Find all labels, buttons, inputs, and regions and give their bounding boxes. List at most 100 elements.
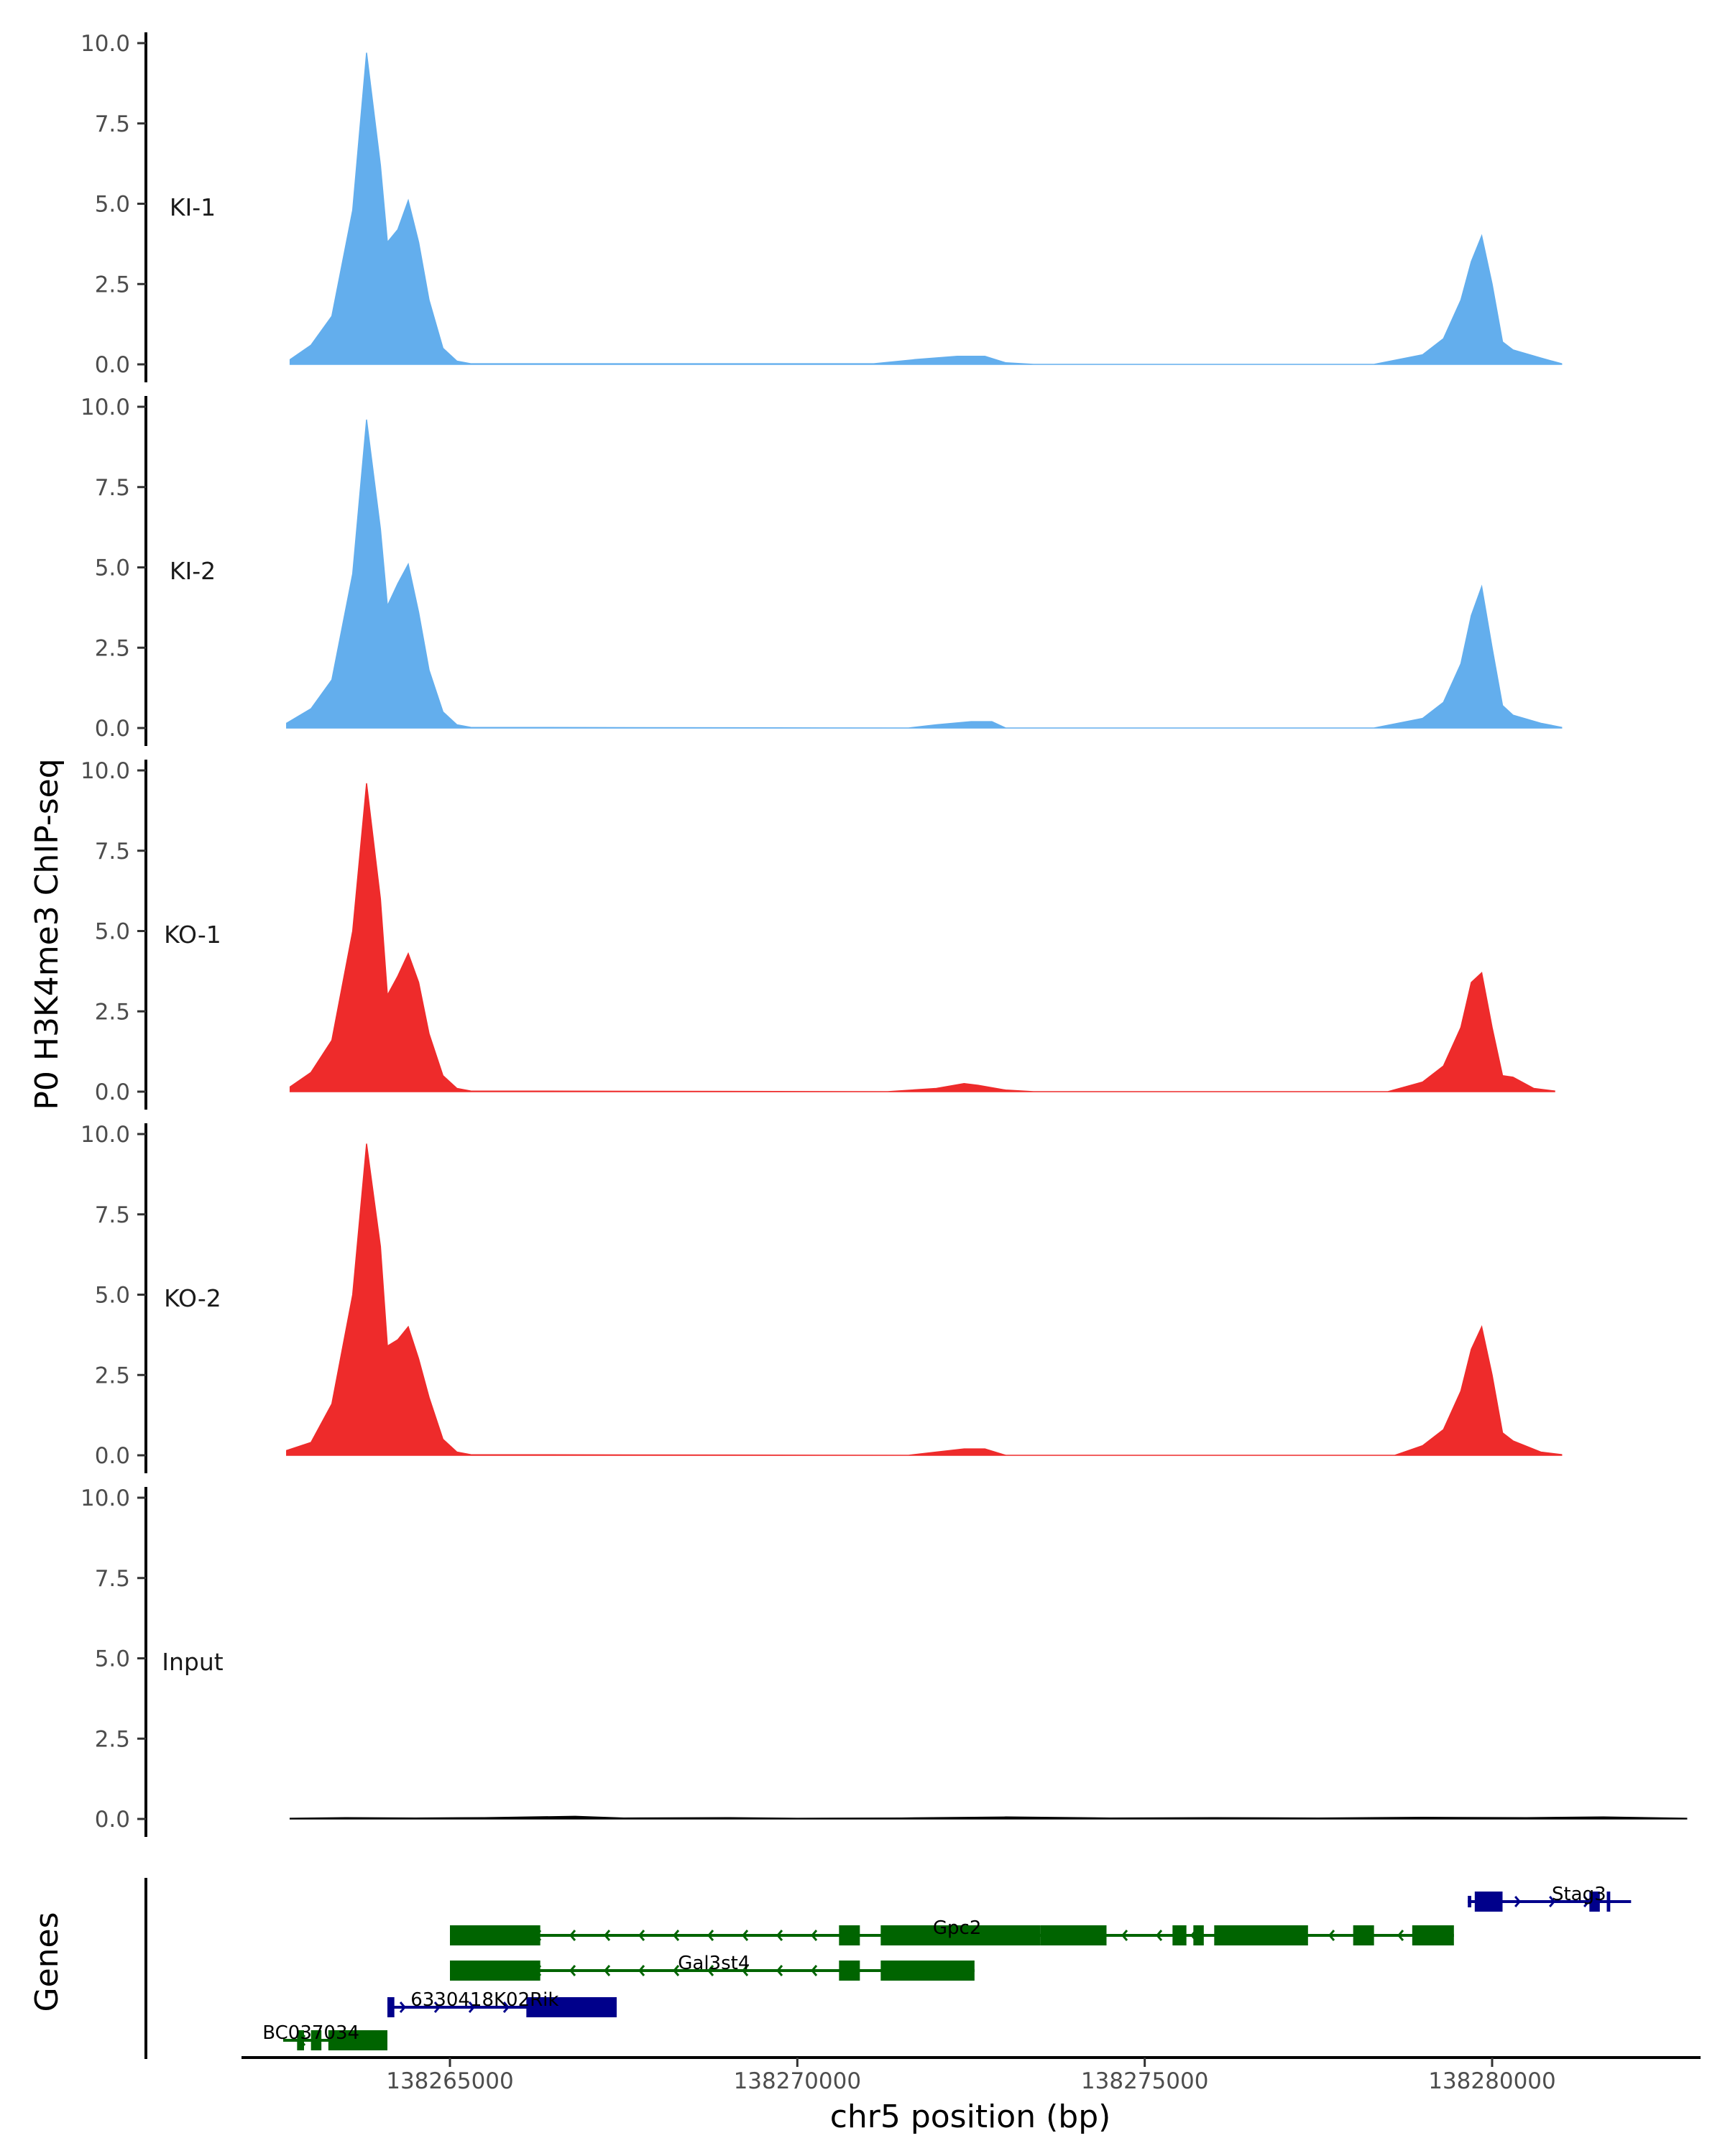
signal-area-input [289,1815,1688,1820]
y-tick-label: 0.0 [95,1443,130,1469]
exon-block [880,1925,1041,1945]
strand-arrow [742,1965,749,1976]
strand-arrow [707,1965,714,1976]
exon-block [1474,1892,1503,1912]
y-tick-label: 2.5 [95,999,130,1025]
strand-arrow [638,1930,645,1941]
y-tick-label: 7.5 [95,111,130,137]
y-tick-label: 7.5 [95,475,130,501]
gene-stag3: Stag3 [1468,1884,1632,1912]
strand-arrow [433,2001,441,2013]
strand-arrow [1328,1930,1335,1941]
exon-block [1353,1925,1374,1945]
strand-arrow [569,1965,576,1976]
exon-block [839,1961,860,1981]
exon-block [1193,1925,1204,1945]
strand-arrow [1397,1930,1404,1941]
y-tick-label: 2.5 [95,272,130,298]
exon-block [450,1961,540,1981]
exon-block [1040,1925,1107,1945]
track-ko-1: 0.0 2.5 5.0 7.5 10.0 KO-1 [80,758,1555,1110]
exon-block [880,1961,975,1981]
y-tick-label: 5.0 [95,1646,130,1672]
strand-arrow [776,1965,783,1976]
strand-arrow [742,1930,749,1941]
y-tick-label: 0.0 [95,1079,130,1105]
exon-block [1412,1925,1454,1945]
y-tick-label: 7.5 [95,839,130,865]
y-tick-label: 7.5 [95,1202,130,1228]
y-tick-label: 0.0 [95,1807,130,1833]
genes-axis-title: Genes [29,1912,65,2012]
track-input: 0.0 2.5 5.0 7.5 10.0 Input [80,1485,1688,1837]
exon-block [387,1997,395,2017]
y-tick-label: 2.5 [95,1726,130,1752]
exon-block [310,2030,322,2050]
y-tick-label: 10.0 [80,1485,130,1511]
exon-block [450,1925,540,1945]
signal-tracks: 0.0 2.5 5.0 7.5 10.0 KI-1 0.0 2.5 5.0 7.5 10.0 KI-2… [80,31,1688,1837]
signal-area-ko-2 [286,1143,1563,1456]
strand-arrow [1514,1896,1522,1907]
strand-arrow [604,1965,611,1976]
strand-arrow [811,1930,818,1941]
y-tick-label: 2.5 [95,635,130,661]
strand-arrow [399,2001,406,2013]
track-label: KO-1 [164,921,221,949]
track-ki-1: 0.0 2.5 5.0 7.5 10.0 KI-1 [80,31,1563,382]
exon-block [297,2030,304,2050]
y-tick-label: 10.0 [80,758,130,784]
strand-arrow [673,1930,680,1941]
gene-label: 6330418K02Rik [410,1989,558,2011]
track-ko-2: 0.0 2.5 5.0 7.5 10.0 KO-2 [80,1122,1563,1473]
gene-gpc2: Gpc2 [450,1917,1454,1945]
exon-block [1172,1925,1187,1945]
y-tick-label: 10.0 [80,31,130,57]
y-tick-label: 0.0 [95,716,130,742]
strand-arrow [1156,1930,1163,1941]
gene-label: Gpc2 [933,1917,982,1939]
strand-arrow [638,1965,645,1976]
y-tick-label: 10.0 [80,395,130,420]
strand-arrow [811,1965,818,1976]
strand-arrow [707,1930,714,1941]
y-tick-label: 7.5 [95,1566,130,1592]
exon-block [1214,1925,1263,1945]
strand-arrow [502,2001,510,2013]
strand-arrow [1583,1896,1591,1907]
y-tick-label: 5.0 [95,556,130,581]
strand-arrow [673,1965,680,1976]
x-axis-title: chr5 position (bp) [830,2099,1111,2135]
exon-block [1606,1892,1611,1912]
track-label: KI-1 [170,193,216,221]
strand-arrow [569,1930,576,1941]
exon-block [839,1925,860,1945]
gene-6330418k02rik: 6330418K02Rik [387,1989,617,2017]
track-ki-2: 0.0 2.5 5.0 7.5 10.0 KI-2 [80,395,1563,746]
signal-area-ki-1 [289,52,1563,365]
strand-arrow [604,1930,611,1941]
y-tick-label: 2.5 [95,1363,130,1388]
gene-annotation-panel: 138265000 138270000 138275000 138280000 Stag… [144,1878,1701,2094]
gene-gal3st4: Gal3st4 [450,1953,975,1981]
exon-block [1468,1896,1471,1907]
strand-arrow [1549,1896,1556,1907]
y-tick-label: 5.0 [95,1283,130,1309]
exon-block [1589,1892,1600,1912]
track-label: KO-2 [164,1284,221,1312]
y-tick-label: 0.0 [95,352,130,378]
strand-arrow [468,2001,475,2013]
gene-label: BC037034 [262,2022,359,2044]
y-tick-label: 5.0 [95,192,130,218]
gene-label: Gal3st4 [678,1953,750,1974]
x-tick-label: 138275000 [1081,2068,1209,2094]
strand-arrow [776,1930,783,1941]
track-label: KI-2 [170,557,216,585]
signal-area-ko-1 [289,783,1555,1092]
y-axis-title: P0 H3K4me3 ChIP-seq [29,758,65,1110]
exon-block [526,1997,617,2017]
x-tick-label: 138270000 [734,2068,862,2094]
x-tick-label: 138265000 [386,2068,514,2094]
gene-label: Stag3 [1552,1884,1606,1905]
